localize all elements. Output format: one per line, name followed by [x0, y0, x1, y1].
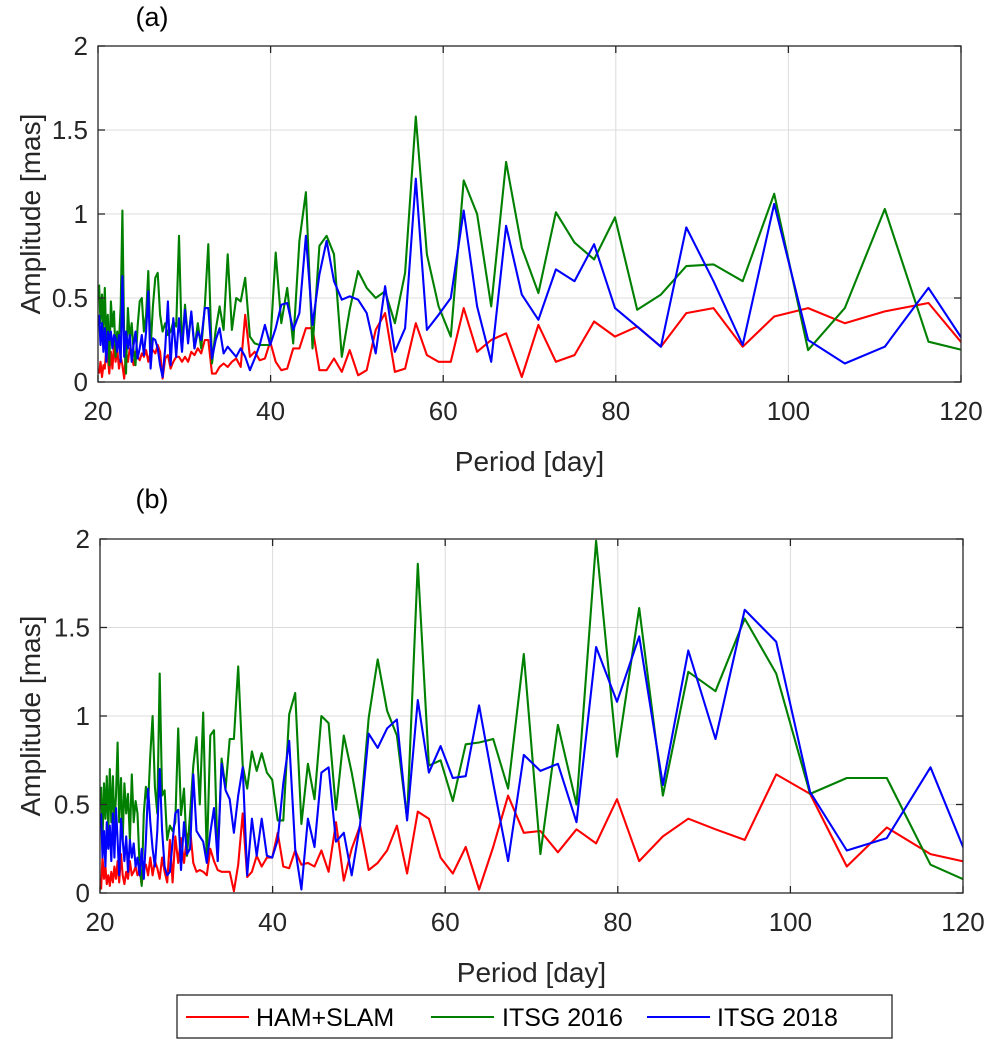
- y-tick-label: 0: [76, 878, 90, 908]
- x-tick-label: 80: [603, 907, 632, 937]
- x-tick-label: 100: [767, 396, 810, 426]
- y-tick-labels: 0 0.5 1 1.5 2: [52, 31, 88, 397]
- y-axis-label: Amplitude [mas]: [15, 616, 46, 817]
- x-tick-label: 60: [429, 396, 458, 426]
- y-tick-label: 1.5: [54, 613, 90, 643]
- panel-a: (a) 20 40 60 80 100 120 0 0.5 1 1.5 2 Period [day…: [15, 2, 983, 477]
- series-line-itsg-2016: [98, 115, 961, 375]
- legend-box: [176, 994, 893, 1039]
- panel-label: (b): [136, 484, 169, 514]
- x-tick-labels: 20 40 60 80 100 120: [84, 396, 983, 426]
- legend: HAM+SLAM ITSG 2016 ITSG 2018: [176, 994, 893, 1039]
- x-axis-label: Period [day]: [457, 957, 606, 988]
- legend-label-ham-slam: HAM+SLAM: [256, 1004, 394, 1032]
- legend-label-itsg-2016: ITSG 2016: [502, 1004, 623, 1032]
- x-tick-label: 80: [601, 396, 630, 426]
- y-tick-label: 1: [76, 701, 90, 731]
- y-axis-label: Amplitude [mas]: [15, 114, 46, 315]
- x-tick-label: 40: [256, 396, 285, 426]
- x-tick-label: 120: [939, 396, 982, 426]
- y-tick-label: 0: [74, 367, 88, 397]
- y-tick-label: 0.5: [52, 283, 88, 313]
- ticks: [97, 45, 962, 383]
- y-tick-label: 0.5: [54, 790, 90, 820]
- series-line-itsg-2016: [100, 539, 963, 887]
- x-tick-label: 120: [941, 907, 984, 937]
- series-line-itsg-2018: [98, 177, 961, 379]
- y-tick-label: 1.5: [52, 115, 88, 145]
- y-tick-label: 2: [74, 31, 88, 61]
- series-line-itsg-2018: [100, 608, 963, 891]
- legend-label-itsg-2018: ITSG 2018: [717, 1004, 838, 1032]
- panel-b: (b) 20 40 60 80 100 120 0 0.5 1 1.5 2 Period [day…: [15, 484, 985, 988]
- panel-label: (a): [136, 2, 169, 32]
- x-tick-label: 60: [431, 907, 460, 937]
- x-tick-label: 20: [84, 396, 113, 426]
- x-tick-label: 20: [86, 907, 115, 937]
- y-tick-labels: 0 0.5 1 1.5 2: [54, 524, 90, 908]
- y-tick-label: 2: [76, 524, 90, 554]
- x-axis-label: Period [day]: [455, 446, 604, 477]
- grid: [97, 45, 962, 383]
- x-tick-label: 100: [769, 907, 812, 937]
- plot-lines: [98, 115, 961, 380]
- x-tick-labels: 20 40 60 80 100 120: [86, 907, 985, 937]
- plot-lines: [100, 539, 963, 893]
- ticks: [99, 538, 964, 894]
- x-tick-label: 40: [258, 907, 287, 937]
- y-tick-label: 1: [74, 199, 88, 229]
